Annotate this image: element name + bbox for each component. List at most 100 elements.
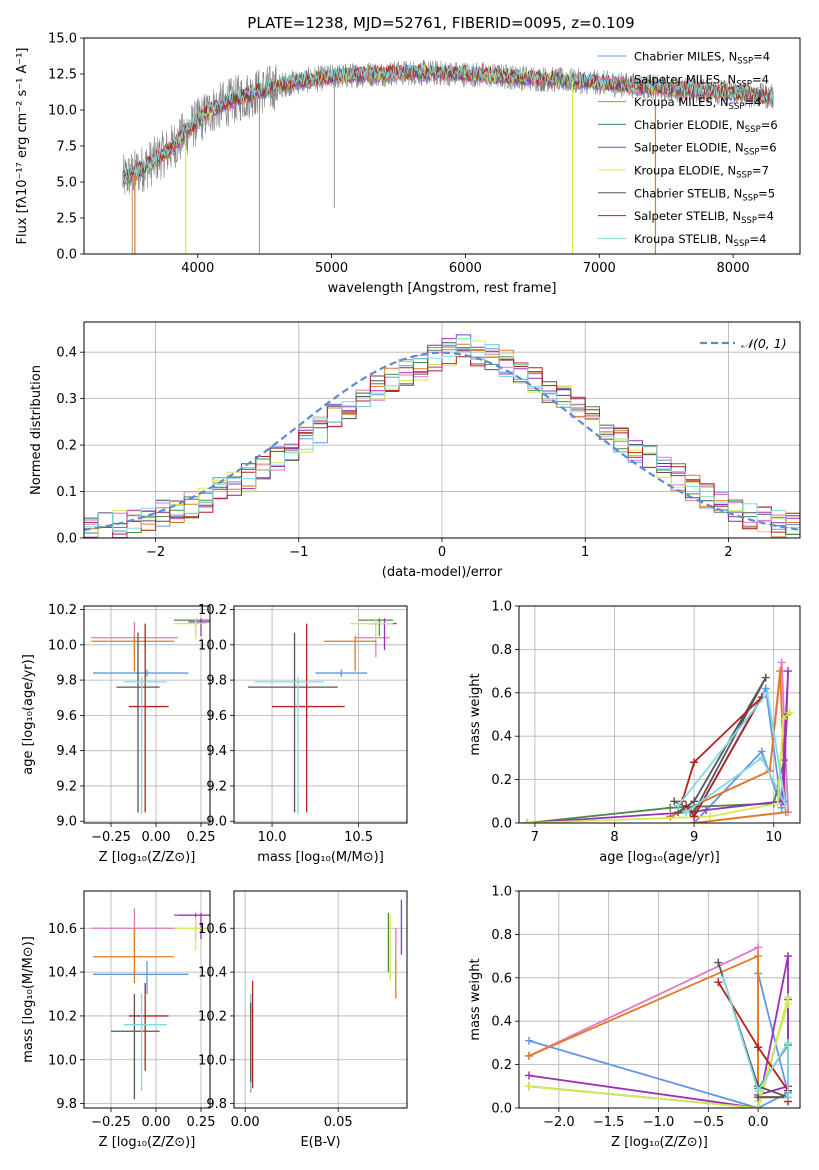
panel-mass_weight_vs_Z: −2.0 −1.5 −1.0 −0.5 0.0 0.0 0.2 0.4 0.6 0.8 1.0 Z [… xyxy=(468,885,801,1150)
mass-weight-marker xyxy=(524,1082,533,1091)
mass-weight-marker xyxy=(714,958,723,967)
legend-label: Salpeter MILES, NSSP=4 xyxy=(634,72,769,89)
mass-weight-marker xyxy=(784,667,793,676)
mass-weight-marker xyxy=(784,952,793,961)
y-tick-label: 10.0 xyxy=(48,638,77,653)
gaussian-curve xyxy=(84,351,800,531)
axes-frame xyxy=(518,605,801,824)
x-tick-label: −2 xyxy=(146,545,165,560)
mass-weight-marker xyxy=(690,758,699,767)
mass-weight-marker xyxy=(754,952,763,961)
mass-weight-marker xyxy=(763,688,772,697)
y-tick-label: 10.4 xyxy=(48,966,77,981)
y-tick-label: 9.8 xyxy=(206,1097,227,1112)
x-axis-label: Z [log₁₀(Z/Z⊙)] xyxy=(611,1135,708,1150)
histogram-step xyxy=(84,342,800,527)
x-tick-label: 0.25 xyxy=(187,830,216,845)
x-tick-label: −0.25 xyxy=(91,830,131,845)
mass-weight-line xyxy=(669,662,790,823)
x-tick-label: 9 xyxy=(690,830,698,845)
histogram-step xyxy=(84,338,800,533)
x-axis-label: (data-model)/error xyxy=(382,565,503,580)
y-tick-label: 5.0 xyxy=(56,176,77,191)
mass-weight-marker xyxy=(754,943,763,952)
y-tick-label: 0.6 xyxy=(491,686,512,701)
y-tick-label: 0.8 xyxy=(491,928,512,943)
mass-weight-marker xyxy=(784,999,793,1008)
x-tick-label: 8 xyxy=(610,830,618,845)
histogram-step xyxy=(84,350,800,535)
x-tick-label: 0.05 xyxy=(324,1115,353,1130)
gaussian-legend-label: 𝒩(0, 1) xyxy=(741,336,787,351)
plot-area-mass_weight_vs_age xyxy=(522,658,794,823)
x-tick-label: 4000 xyxy=(181,261,214,276)
panel-mass_vs_Z: −0.25 0.00 0.25 9.8 10.0 10.2 10.4 10.6 Z [log₁₀… xyxy=(21,890,215,1150)
y-tick-label: 0.0 xyxy=(491,1102,512,1117)
mass-weight-line xyxy=(526,714,789,823)
y-tick-label: 10.0 xyxy=(198,638,227,653)
x-tick-label: −1.0 xyxy=(643,1115,675,1130)
y-tick-label: 0.2 xyxy=(491,1058,512,1073)
mass-weight-marker xyxy=(524,1036,533,1045)
y-tick-label: 9.0 xyxy=(206,815,227,830)
x-tick-label: 7000 xyxy=(583,261,616,276)
mass-weight-marker xyxy=(777,658,786,667)
y-tick-label: 0.4 xyxy=(491,1015,512,1030)
y-tick-label: 9.8 xyxy=(56,674,77,689)
y-tick-label: 2.5 xyxy=(56,212,77,227)
x-tick-label: −0.25 xyxy=(91,1115,131,1130)
mass-weight-marker xyxy=(784,1038,793,1047)
y-tick-label: 0.6 xyxy=(491,971,512,986)
mass-weight-marker xyxy=(761,673,770,682)
x-axis-label: wavelength [Angstrom, rest frame] xyxy=(328,281,557,296)
y-tick-label: 9.4 xyxy=(206,744,227,759)
x-tick-label: 0.0 xyxy=(748,1115,769,1130)
mass-weight-marker xyxy=(524,1051,533,1060)
y-tick-label: 10.2 xyxy=(198,603,227,618)
y-tick-label: 0.0 xyxy=(56,248,77,263)
y-axis-label: age [log₁₀(age/yr)] xyxy=(21,654,36,775)
mass-weight-marker xyxy=(690,797,699,806)
mass-weight-marker xyxy=(754,1086,763,1095)
y-tick-label: 10.2 xyxy=(48,1009,77,1024)
y-tick-label: 12.5 xyxy=(48,68,77,83)
mass-weight-marker xyxy=(773,799,782,808)
model-spectrum-line xyxy=(122,62,774,184)
mass-weight-marker xyxy=(757,753,766,762)
plot-area-mass_vs_Z xyxy=(91,908,210,1100)
panel-age_vs_Z: −0.25 0.00 0.25 9.0 9.2 9.4 9.6 9.8 10.0 10.2 Z [l… xyxy=(21,603,215,865)
mass-weight-marker xyxy=(776,667,785,676)
x-tick-label: 8000 xyxy=(717,261,750,276)
x-tick-label: 2 xyxy=(724,545,732,560)
x-tick-label: 5000 xyxy=(315,261,348,276)
panel-age_vs_mass: 10.0 10.5 9.0 9.2 9.4 9.6 9.8 10.0 10.2 mass [log… xyxy=(198,603,408,865)
y-tick-label: 0.3 xyxy=(56,392,77,407)
legend-label: Kroupa ELODIE, NSSP=7 xyxy=(634,164,769,181)
y-tick-label: 10.6 xyxy=(198,922,227,937)
axes-frame xyxy=(83,321,801,539)
y-tick-label: 15.0 xyxy=(48,32,77,47)
x-tick-label: 7 xyxy=(531,830,539,845)
x-tick-label: 10 xyxy=(765,830,782,845)
legend-label: Chabrier ELODIE, NSSP=6 xyxy=(634,118,778,135)
y-axis-label: mass weight xyxy=(468,958,483,1040)
mass-weight-marker xyxy=(761,684,770,693)
y-tick-label: 7.5 xyxy=(56,140,77,155)
y-tick-label: 0.1 xyxy=(56,485,77,500)
legend-label: Kroupa MILES, NSSP=4 xyxy=(634,95,761,112)
y-tick-label: 0.4 xyxy=(56,346,77,361)
mass-weight-marker xyxy=(781,801,790,810)
y-axis-label: mass weight xyxy=(468,673,483,755)
x-tick-label: −1 xyxy=(289,545,308,560)
x-tick-label: 1 xyxy=(581,545,589,560)
x-tick-label: 0.00 xyxy=(142,830,171,845)
y-axis-label: Normed distribution xyxy=(29,365,44,495)
mass-weight-marker xyxy=(784,1093,793,1102)
mass-weight-marker xyxy=(674,801,683,810)
panel-mass_weight_vs_age: 7 8 9 10 0.0 0.2 0.4 0.6 0.8 1.0 age [log₁₀(age/yr… xyxy=(468,600,801,865)
plot-area-age_vs_mass xyxy=(247,618,397,815)
figure-title: PLATE=1238, MJD=52761, FIBERID=0095, z=0… xyxy=(247,14,634,32)
mass-weight-marker xyxy=(524,1071,533,1080)
panel-spectrum: 4000 5000 6000 7000 8000 0.0 2.5 5.0 7.5 10.0 12.5… xyxy=(15,32,801,296)
